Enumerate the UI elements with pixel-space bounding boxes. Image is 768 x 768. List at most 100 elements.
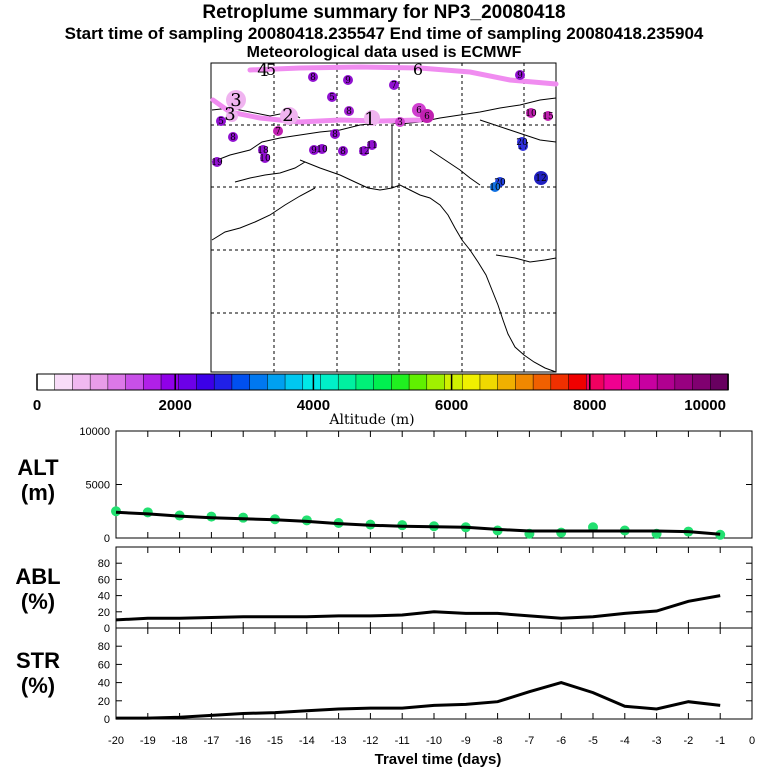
panel-str: 0 20 40 60 80: [98, 627, 753, 726]
colorbar-cell: [355, 373, 375, 391]
map-point-label: 7: [391, 81, 397, 91]
colorbar-cell: [515, 373, 534, 391]
colorbar-tick-label: 10000: [684, 397, 726, 414]
map-point-label: 7: [275, 127, 281, 137]
map-point: [420, 109, 434, 123]
colorbar-cell: [302, 373, 322, 391]
map-point: [330, 129, 340, 139]
map-point: [216, 116, 226, 126]
alt-mean-line: [115, 510, 721, 536]
y-tick-label: 60: [98, 659, 110, 671]
colorbar-cell: [674, 373, 694, 391]
alt-label: ALT: [17, 455, 59, 480]
x-tick-label: -15: [267, 735, 283, 747]
map-point: [309, 145, 319, 155]
x-axis-label: Travel time (days): [375, 751, 502, 768]
colorbar-label: Altitude (m): [328, 412, 414, 428]
colorbar-cell: [692, 373, 712, 391]
colorbar-tick-label: 4000: [297, 397, 330, 414]
colorbar-cell: [337, 373, 357, 391]
x-tick-label: -2: [684, 735, 694, 747]
map-point-label: 10: [525, 109, 537, 119]
colorbar-cell: [249, 373, 269, 391]
map-point-label: 8: [346, 107, 352, 117]
y-tick-label: 5000: [86, 480, 110, 492]
colorbar-tick-label: 6000: [435, 397, 468, 414]
colorbar-cell: [532, 373, 552, 391]
map-point: [317, 144, 327, 154]
map-point-label: 5: [218, 117, 224, 127]
x-tick-label: -1: [715, 735, 725, 747]
y-tick-label: 0: [104, 714, 110, 726]
x-tick-label: -13: [331, 735, 347, 747]
x-tick-label: -9: [461, 735, 471, 747]
map-point: [344, 106, 354, 116]
abl-unit: (%): [21, 589, 55, 614]
y-tick-label: 0: [104, 533, 110, 545]
colorbar-cell: [603, 373, 623, 391]
colorbar-cell: [107, 373, 127, 391]
map-point: [389, 80, 399, 90]
y-tick-label: 40: [98, 678, 110, 690]
colorbar-cell: [373, 373, 393, 391]
str-unit: (%): [21, 673, 55, 698]
x-tick-label: -12: [362, 735, 378, 747]
plume-label: 3: [230, 90, 241, 111]
colorbar-cell: [461, 373, 481, 391]
x-tick-label: -11: [395, 735, 410, 747]
x-tick-label: 0: [749, 735, 755, 747]
y-tick-label: 20: [98, 696, 110, 708]
map-point-label: 10: [489, 183, 501, 193]
x-tick-label: -16: [235, 735, 251, 747]
map-point: [359, 146, 369, 156]
map-point-label: 6: [424, 112, 430, 122]
colorbar-cell: [196, 373, 215, 391]
map-point-label: 8: [230, 133, 236, 143]
colorbar-cell: [408, 373, 428, 391]
map-point: [343, 75, 353, 85]
colorbar-cell: [54, 373, 74, 391]
map-point: [367, 140, 377, 150]
map-point: [308, 72, 318, 82]
map-point-label: 15: [542, 112, 554, 122]
map-point-label: 8: [332, 130, 338, 140]
map-point: [543, 111, 553, 121]
map-point: [534, 171, 548, 185]
map-point: [526, 108, 536, 118]
x-tick-label: -14: [299, 735, 315, 747]
map-point: [515, 70, 525, 80]
plume-label: 3: [224, 104, 235, 125]
colorbar-cell: [568, 373, 588, 391]
x-tick-label: -20: [108, 735, 124, 747]
y-tick-label: 10000: [79, 426, 110, 438]
map-point-label: 9: [311, 146, 317, 156]
panel-alt: 0 5000 10000: [79, 426, 753, 545]
map-point-label: 12: [358, 147, 369, 157]
x-tick-label: -5: [588, 735, 598, 747]
y-tick-label: 60: [98, 574, 110, 586]
map-point-label: 8: [310, 73, 316, 83]
plume-label: 1: [364, 109, 375, 130]
colorbar-tick-label: 8000: [573, 397, 606, 414]
plume-label: 4: [257, 60, 268, 81]
map-point-label: 20: [494, 178, 506, 188]
colorbar-cell: [621, 373, 641, 391]
x-tick-label: -4: [620, 735, 630, 747]
alt-point: [715, 529, 726, 540]
colorbar: 0 2000 4000 6000 8000 10000 Altitude (m): [33, 373, 729, 428]
colorbar-cell: [178, 373, 198, 391]
map-point: [212, 157, 222, 167]
sampling-time-text: Start time of sampling 20080418.235547 E…: [64, 24, 704, 43]
colorbar-tick-label: 2000: [159, 397, 192, 414]
x-tick-label: -19: [140, 735, 156, 747]
panel-abl: 0 20 40 60 80: [98, 546, 753, 635]
panel-labels: ALT (m) ABL (%) STR (%): [15, 455, 60, 698]
met-data-text: Meteorological data used is ECMWF: [246, 44, 522, 61]
map-point-label: 6: [416, 106, 422, 116]
map-point-label: 10: [259, 154, 271, 164]
colorbar-cell: [143, 373, 162, 391]
str-label: STR: [16, 648, 60, 673]
plume-label: 2: [282, 105, 293, 126]
